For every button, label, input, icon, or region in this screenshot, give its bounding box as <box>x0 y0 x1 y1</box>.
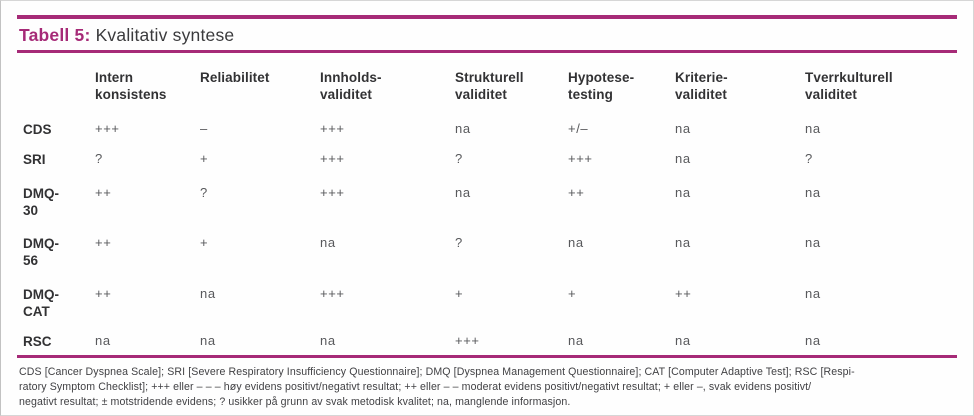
table-cell: na <box>568 333 584 348</box>
table-cell: ? <box>455 235 463 250</box>
table-cell: na <box>805 235 821 250</box>
table-cell: na <box>200 286 216 301</box>
row-label-cds: CDS <box>23 122 52 137</box>
table-cell: + <box>200 235 209 250</box>
table-cell: +++ <box>95 121 120 136</box>
table-cell: – <box>200 121 208 136</box>
table-cell: ++ <box>95 286 112 301</box>
column-header-empty <box>23 69 95 121</box>
row-label-dmqcat: DMQ- CAT <box>23 287 59 319</box>
table-cell: na <box>675 185 691 200</box>
table-cell: ++ <box>95 185 112 200</box>
row-label-rsc: RSC <box>23 334 52 349</box>
header-rule <box>17 50 957 53</box>
table-cell: na <box>805 121 821 136</box>
column-header-kriterievaliditet: Kriterie- validitet <box>675 70 728 102</box>
table-cell: ? <box>200 185 208 200</box>
table-cell: na <box>675 121 691 136</box>
table-title: Tabell 5: Kvalitativ syntese <box>19 25 957 45</box>
footnote-line: CDS [Cancer Dyspnea Scale]; SRI [Severe … <box>19 366 855 378</box>
table-row-cds: CDS +++ – +++ na +/– na na <box>23 121 948 151</box>
row-label-sri: SRI <box>23 152 46 167</box>
table-row-rsc: RSC na na na +++ na na na <box>23 333 948 355</box>
footnote: CDS [Cancer Dyspnea Scale]; SRI [Severe … <box>19 365 957 410</box>
column-header-hypotesetesting: Hypotese- testing <box>568 70 635 102</box>
table-cell: ? <box>95 151 103 166</box>
table-cell: na <box>95 333 111 348</box>
footnote-line: ratory Symptom Checklist]; +++ eller – –… <box>19 381 812 393</box>
footnote-line: negativt resultat; ± motstridende eviden… <box>19 396 571 408</box>
top-rule <box>17 15 957 19</box>
table-cell: ? <box>455 151 463 166</box>
table-cell: na <box>675 151 691 166</box>
header-row: Intern konsistens Reliabilitet Innholds-… <box>23 69 948 121</box>
table-cell: +++ <box>568 151 593 166</box>
table-cell: na <box>568 235 584 250</box>
row-label-dmq30: DMQ- 30 <box>23 186 59 218</box>
column-header-strukturell-validitet: Strukturell validitet <box>455 70 524 102</box>
table-cell: ++ <box>95 235 112 250</box>
table-cell: na <box>200 333 216 348</box>
synthesis-table: Intern konsistens Reliabilitet Innholds-… <box>23 69 948 355</box>
table-cell: +++ <box>320 286 345 301</box>
table-title-text: Kvalitativ syntese <box>95 25 235 45</box>
table-cell: na <box>675 235 691 250</box>
column-header-reliabilitet: Reliabilitet <box>200 70 270 85</box>
table-row-dmq56: DMQ- 56 ++ + na ? na na na <box>23 235 948 286</box>
table-cell: ? <box>805 151 813 166</box>
table-cell: + <box>568 286 577 301</box>
row-label-dmq56: DMQ- 56 <box>23 236 59 268</box>
table-row-sri: SRI ? + +++ ? +++ na ? <box>23 151 948 185</box>
table-cell: +++ <box>320 121 345 136</box>
bottom-rule <box>17 355 957 358</box>
table-cell: na <box>320 333 336 348</box>
table-cell: +/– <box>568 121 589 136</box>
table-cell: + <box>200 151 209 166</box>
table-cell: na <box>455 185 471 200</box>
table-cell: na <box>675 333 691 348</box>
table-cell: na <box>805 333 821 348</box>
table-row-dmq30: DMQ- 30 ++ ? +++ na ++ na na <box>23 185 948 235</box>
table-cell: ++ <box>675 286 692 301</box>
table-number-label: Tabell 5: <box>19 25 91 45</box>
column-header-tverrkulturell-validitet: Tverrkulturell validitet <box>805 70 893 102</box>
table-cell: ++ <box>568 185 585 200</box>
table-cell: + <box>455 286 464 301</box>
table-row-dmqcat: DMQ- CAT ++ na +++ + + ++ na <box>23 286 948 333</box>
table-cell: na <box>805 185 821 200</box>
table-cell: na <box>805 286 821 301</box>
table-cell: na <box>455 121 471 136</box>
table-cell: +++ <box>455 333 480 348</box>
table-cell: +++ <box>320 151 345 166</box>
table-cell: +++ <box>320 185 345 200</box>
column-header-intern-konsistens: Intern konsistens <box>95 70 167 102</box>
column-header-innholdsvaliditet: Innholds- validitet <box>320 70 382 102</box>
table-cell: na <box>320 235 336 250</box>
